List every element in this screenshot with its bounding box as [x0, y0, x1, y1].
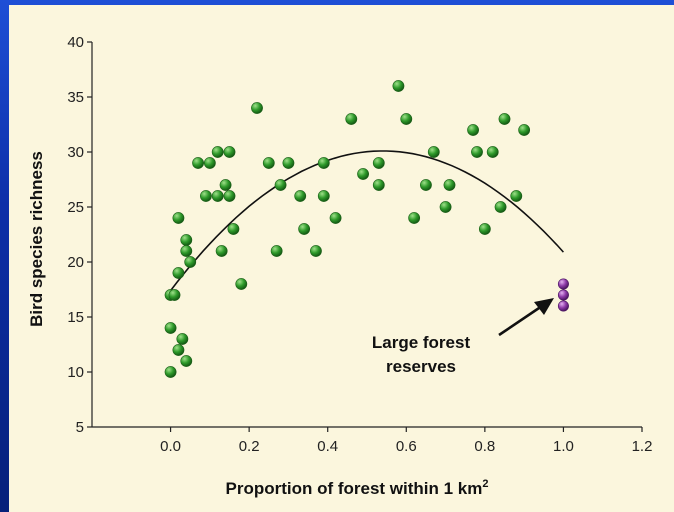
- site-point: [498, 113, 511, 125]
- x-tick-label: 0.8: [474, 438, 495, 455]
- site-point: [274, 179, 287, 191]
- site-point: [345, 113, 358, 125]
- site-point: [211, 190, 224, 202]
- annotation-arrow: [498, 298, 554, 337]
- site-point: [494, 201, 507, 213]
- y-tick-label: 20: [67, 254, 84, 271]
- reserve-point: [557, 278, 569, 290]
- y-ticks: 5 10 15 20 25 30 35 40: [67, 34, 92, 436]
- axes: [91, 42, 642, 428]
- site-point: [219, 179, 232, 191]
- site-point: [180, 245, 193, 257]
- site-point: [298, 223, 311, 235]
- y-tick-label: 40: [67, 34, 84, 51]
- y-tick-label: 25: [67, 199, 84, 216]
- x-ticks: 0.0 0.2 0.4 0.6 0.8 1.0 1.2: [160, 427, 652, 455]
- site-point: [164, 322, 177, 334]
- site-point: [200, 190, 212, 202]
- site-point: [172, 267, 185, 279]
- site-point: [282, 157, 295, 169]
- site-point: [357, 168, 369, 180]
- site-point: [172, 344, 185, 356]
- x-tick-label: 0.4: [317, 438, 338, 455]
- x-axis-title-superscript: 2: [482, 478, 488, 490]
- site-point: [310, 245, 322, 257]
- y-tick-label: 35: [67, 89, 84, 106]
- site-point: [317, 190, 330, 202]
- site-point: [400, 113, 413, 125]
- x-tick-label: 0.0: [160, 438, 181, 455]
- site-point: [192, 157, 204, 169]
- site-point: [227, 223, 240, 235]
- site-point: [372, 157, 385, 169]
- y-tick-label: 30: [67, 144, 84, 161]
- site-point: [184, 256, 197, 268]
- site-point: [180, 234, 193, 246]
- site-point: [262, 157, 275, 169]
- site-point: [172, 212, 185, 224]
- scatter-chart: 5 10 15 20 25 30 35 40 0.0 0.2 0.4 0.6 0.8 1.0 1.2 Pr…: [27, 34, 652, 498]
- site-point: [180, 355, 193, 367]
- site-point: [486, 146, 499, 158]
- figure-panel: 5 10 15 20 25 30 35 40 0.0 0.2 0.4 0.6 0.8 1.0 1.2 Pr…: [9, 5, 674, 512]
- site-point: [251, 102, 263, 114]
- site-point: [443, 179, 456, 191]
- x-tick-label: 0.2: [239, 438, 260, 455]
- site-point: [215, 245, 228, 257]
- site-point: [164, 366, 177, 378]
- x-tick-label: 1.2: [632, 438, 653, 455]
- fit-curve: [169, 150, 564, 292]
- site-point: [372, 179, 385, 191]
- x-tick-label: 1.0: [553, 438, 574, 455]
- site-point: [439, 201, 452, 213]
- data-points: [164, 80, 569, 378]
- site-point: [478, 223, 491, 235]
- site-point: [223, 190, 236, 202]
- y-tick-label: 15: [67, 309, 84, 326]
- x-axis-title: Proportion of forest within 1 km2: [225, 478, 488, 498]
- site-point: [270, 245, 283, 257]
- reserve-point: [557, 300, 569, 312]
- site-point: [518, 124, 531, 136]
- site-point: [510, 190, 523, 202]
- site-point: [329, 212, 342, 224]
- site-point: [408, 212, 421, 224]
- x-axis-title-text: Proportion of forest within 1 km: [225, 479, 482, 498]
- x-tick-label: 0.6: [396, 438, 417, 455]
- site-point: [317, 157, 330, 169]
- annotation-line-2: reserves: [386, 357, 456, 376]
- y-axis-title: Bird species richness: [27, 151, 46, 327]
- annotation-line-1: Large forest: [372, 333, 471, 352]
- site-point: [294, 190, 307, 202]
- site-point: [392, 80, 405, 92]
- site-point: [168, 289, 181, 301]
- y-tick-label: 5: [76, 419, 84, 436]
- site-point: [203, 157, 216, 169]
- y-tick-label: 10: [67, 364, 84, 381]
- site-point: [427, 146, 440, 158]
- reserve-point: [557, 289, 569, 301]
- site-point: [211, 146, 224, 158]
- site-point: [223, 146, 236, 158]
- site-point: [471, 146, 483, 158]
- site-point: [420, 179, 432, 191]
- site-point: [176, 333, 189, 345]
- site-point: [235, 278, 248, 290]
- site-point: [467, 124, 479, 136]
